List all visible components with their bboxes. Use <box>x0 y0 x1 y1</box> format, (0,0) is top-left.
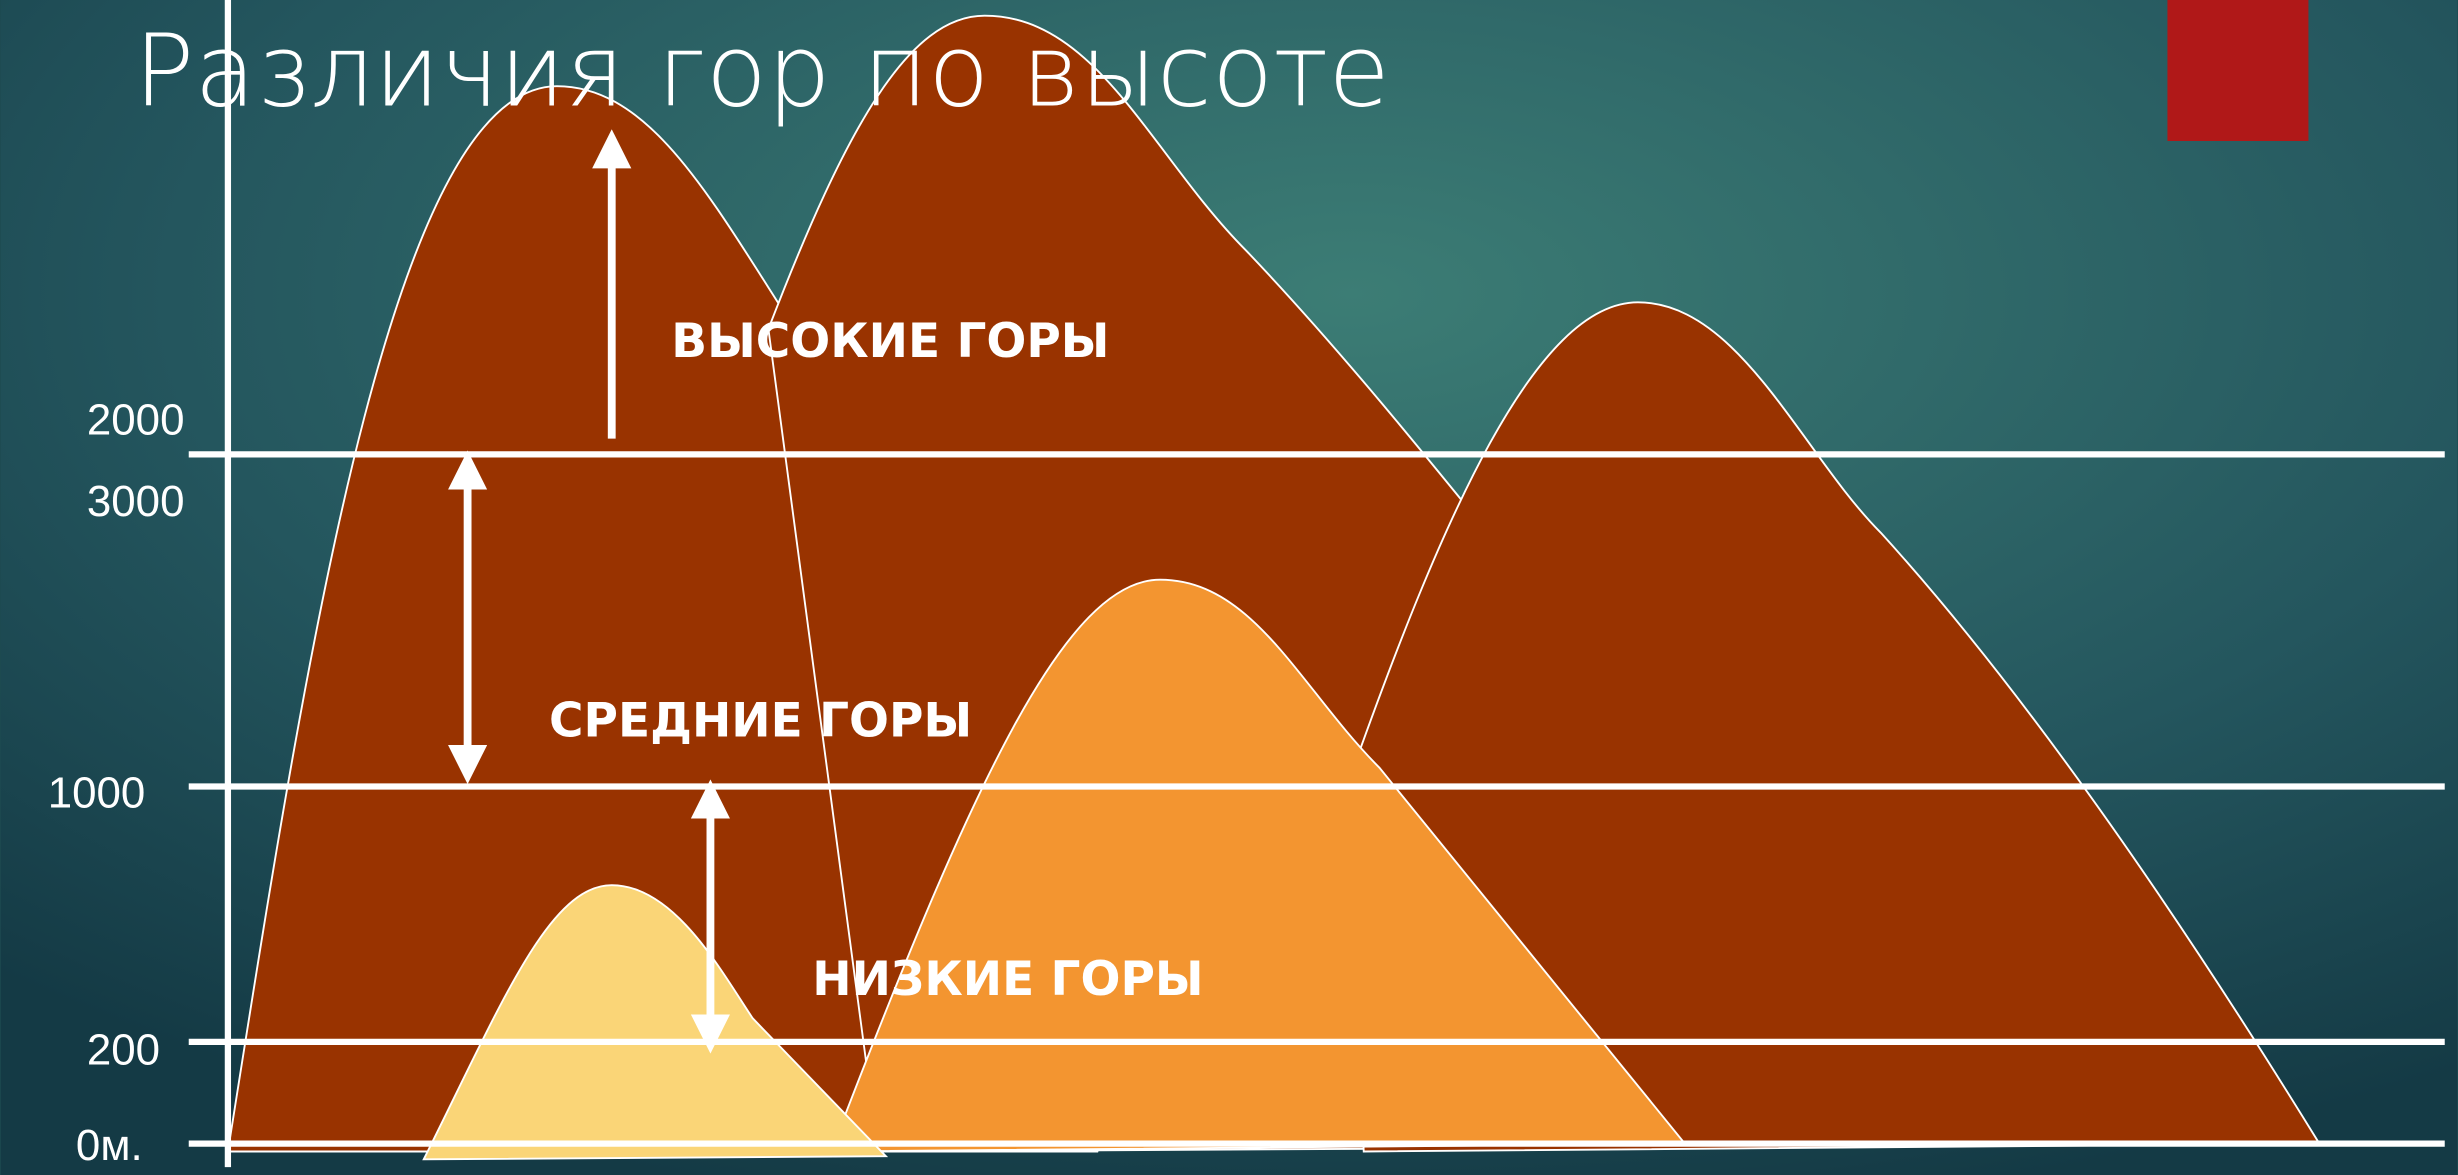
height-label: 1000 <box>48 768 146 817</box>
accent-square <box>2167 0 2308 141</box>
slide-title: Различия гор по высоте <box>134 13 1390 130</box>
height-label: 2000 <box>87 396 185 445</box>
height-label: 200 <box>87 1025 160 1074</box>
height-label: 3000 <box>87 477 185 526</box>
zone-label: НИЗКИЕ ГОРЫ <box>812 952 1203 1007</box>
zone-label: СРЕДНИЕ ГОРЫ <box>549 693 972 748</box>
zone-label: ВЫСОКИЕ ГОРЫ <box>671 314 1109 369</box>
height-label: 0м. <box>76 1121 143 1170</box>
page: Различия гор по высоте 2000 3000 1000 20… <box>0 0 2458 1175</box>
slide: Различия гор по высоте 2000 3000 1000 20… <box>0 0 2458 1175</box>
